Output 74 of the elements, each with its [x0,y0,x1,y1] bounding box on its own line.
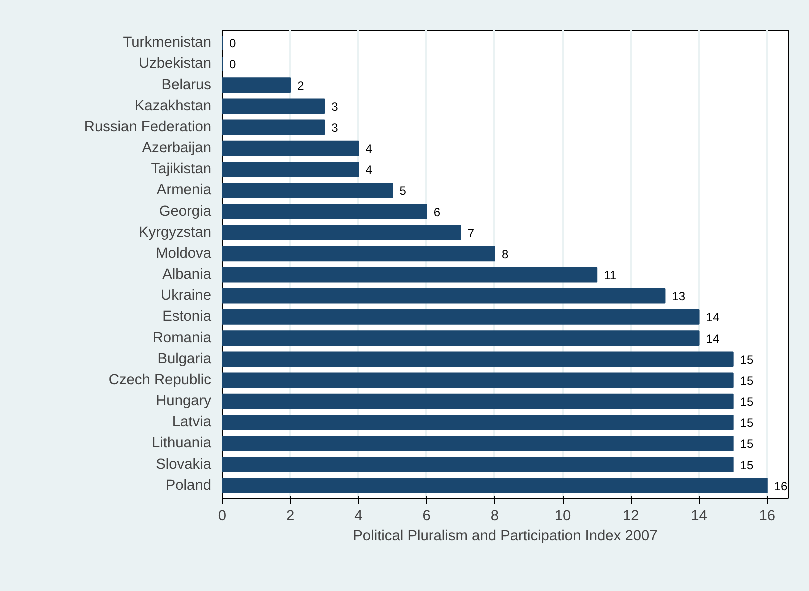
data-label: 3 [332,120,339,135]
bar [222,330,700,346]
y-tick-label: Kazakhstan [134,98,212,114]
bar [222,140,360,156]
bar [222,310,700,325]
x-tick-label: 8 [490,508,500,524]
bar [222,120,326,136]
bar [222,246,496,262]
y-tick-label: Moldova [156,246,212,262]
bar [222,457,734,472]
bar [222,372,734,388]
data-label: 15 [740,395,754,410]
data-label: 15 [740,437,754,452]
y-tick-label: Azerbaijan [142,140,212,157]
y-tick-label: Estonia [162,309,212,326]
y-tick-label: Belarus [162,77,212,94]
x-tick-label: 4 [354,508,363,524]
bar [222,394,734,410]
data-label: 2 [298,78,305,93]
x-axis-title: Political Pluralism and Participation Index 2007 [353,528,658,544]
data-label: 6 [434,205,441,220]
x-tick-label: 10 [554,508,572,524]
y-tick-label: Armenia [156,182,212,199]
y-tick-label: Turkmenistan [123,35,212,52]
y-tick-label: Hungary [156,394,212,410]
bar [222,78,292,93]
data-label: 7 [468,226,475,240]
data-label: 5 [400,184,407,198]
data-label: 15 [740,416,754,430]
bar [222,162,360,178]
y-tick-label: Kyrgyzstan [139,224,212,241]
x-tick-label: 6 [422,508,431,524]
data-label: 15 [740,352,754,367]
x-tick-label: 16 [759,508,776,524]
bar [222,225,462,241]
data-label: 16 [774,479,788,494]
bar [222,267,598,283]
data-label: 15 [740,458,754,472]
y-tick-label: Czech Republic [108,372,212,388]
data-label: 14 [706,332,720,346]
data-label: 14 [706,310,720,325]
y-tick-label: Tajikistan [151,162,212,178]
y-tick-label: Uzbekistan [139,56,212,72]
data-label: 0 [230,36,236,51]
y-tick-label: Ukraine [160,288,212,304]
bar [222,204,428,220]
bar [222,414,734,430]
data-label: 4 [366,163,373,178]
bar [222,478,768,494]
bar [222,352,734,368]
y-tick-label: Russian Federation [84,119,212,136]
bar [222,183,394,198]
y-tick-label: Bulgaria [158,351,212,368]
y-tick-label: Poland [166,478,212,494]
data-label: 3 [332,100,339,114]
y-tick-label: Latvia [172,414,212,431]
bar [222,436,734,452]
data-label: 15 [740,374,754,388]
data-label: 13 [672,290,686,304]
x-tick-label: 12 [623,508,640,524]
y-tick-label: Albania [162,267,212,284]
data-label: 4 [366,142,373,156]
x-tick-label: 14 [691,508,708,524]
x-tick-label: 0 [218,508,227,524]
y-tick-label: Romania [152,330,212,346]
y-tick-label: Georgia [159,204,212,220]
bar [222,288,666,304]
y-tick-label: Slovakia [156,456,212,473]
bar [222,98,326,114]
data-label: 8 [502,247,509,262]
data-label: 11 [604,268,617,283]
y-tick-label: Lithuania [152,436,212,452]
data-label: 0 [230,58,236,72]
x-tick-label: 2 [286,508,295,524]
